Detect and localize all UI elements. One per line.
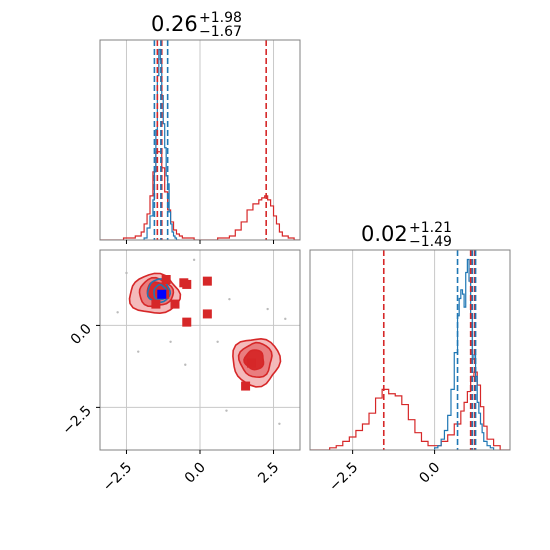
- red-marker-2: [179, 278, 189, 288]
- background-point-2: [184, 363, 187, 366]
- blue-marker-0: [157, 289, 167, 299]
- red-marker-0: [161, 275, 171, 285]
- background-point-3: [216, 340, 219, 344]
- x-tick-label-2-1: 0.0: [416, 460, 443, 487]
- scatter-y-tick-label-0: 0.0: [68, 321, 95, 348]
- background-point-7: [192, 258, 196, 262]
- background-point-4: [228, 297, 231, 301]
- hist-series-red-0: [100, 151, 300, 240]
- background-point-6: [278, 422, 281, 425]
- title-top-left-sup: +1.98: [199, 10, 242, 26]
- red-marker-8: [246, 358, 256, 368]
- red-marker-4: [151, 299, 161, 309]
- red-marker-7: [202, 309, 212, 319]
- red-marker-6: [182, 317, 192, 327]
- title-bottom-right-sup: +1.21: [409, 220, 452, 236]
- title-bottom-right-main: 0.02: [361, 222, 408, 246]
- background-point-11: [266, 307, 269, 311]
- background-point-9: [225, 409, 228, 412]
- hist-series-red-2: [310, 371, 510, 450]
- background-point-5: [284, 317, 287, 321]
- scatter-bottom-left: −2.5 0.0 2.5 0.0 −2.5: [59, 249, 301, 495]
- x-tick-label-2-0: −2.5: [326, 460, 361, 495]
- red-marker-3: [202, 276, 212, 286]
- background-point-1: [137, 350, 140, 353]
- title-bottom-right-sub: −1.49: [409, 234, 452, 250]
- scatter-x-tick-label-1: 0.0: [182, 460, 209, 487]
- background-point-0: [125, 271, 128, 275]
- hist-series-blue-2: [433, 258, 495, 450]
- red-marker-9: [241, 381, 251, 391]
- scatter-y-tick-label-1: −2.5: [59, 403, 94, 438]
- histogram-bottom-right: −2.5 0.0: [309, 249, 511, 495]
- contour-7: [153, 283, 169, 301]
- red-marker-5: [170, 299, 180, 309]
- histogram-top-left: [99, 39, 301, 244]
- hist-series-blue-0: [143, 48, 180, 240]
- background-point-8: [116, 311, 119, 314]
- title-top-left-main: 0.26: [151, 12, 198, 36]
- scatter-x-tick-label-2: 2.5: [255, 460, 282, 487]
- title-top-left: 0.26 +1.98 −1.67: [151, 10, 242, 40]
- background-point-10: [169, 340, 172, 344]
- title-top-left-sub: −1.67: [199, 24, 242, 40]
- title-bottom-right: 0.02 +1.21 −1.49: [361, 220, 452, 250]
- hist-2-frame: [309, 249, 511, 451]
- scatter-x-tick-label-0: −2.5: [100, 460, 135, 495]
